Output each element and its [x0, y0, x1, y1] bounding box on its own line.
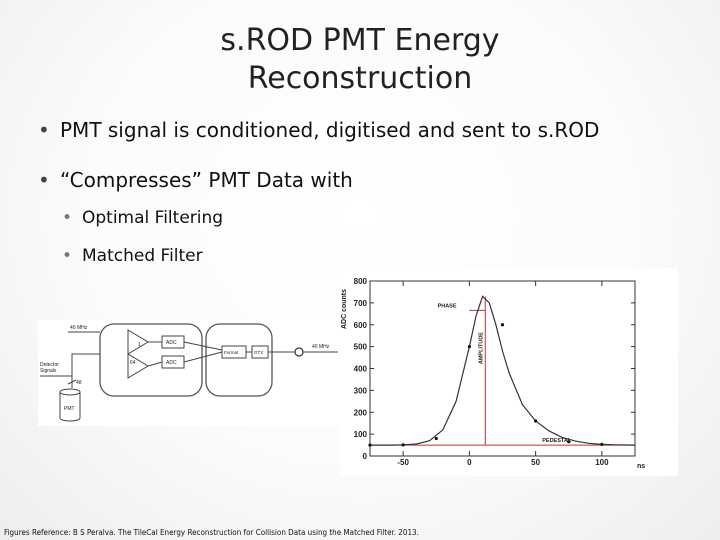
bullet-glyph: • — [62, 246, 73, 266]
y-tick-label: 400 — [354, 365, 368, 374]
sample-point — [368, 443, 372, 447]
y-axis-label: ADC counts — [341, 289, 348, 329]
channels-label: 48 — [76, 380, 82, 386]
sample-point — [567, 440, 571, 444]
block-diagram-svg: 40 MHz 1 64 ADC ADC Format GTX 40 MHz De… — [40, 323, 338, 422]
sample-point — [500, 323, 505, 327]
format-label: Format — [224, 350, 239, 355]
digital-module — [205, 323, 273, 397]
gain-high-label: 1 — [138, 342, 141, 348]
sub-bullet-text: Optimal Filtering — [82, 208, 224, 228]
x-axis-label: ns — [637, 463, 645, 470]
gain-low-label: 64 — [130, 360, 136, 366]
bullet-signal-conditioning: • PMT signal is conditioned, digitised an… — [38, 118, 599, 142]
y-tick-label: 500 — [354, 343, 368, 352]
bullet-glyph: • — [38, 168, 50, 192]
signals-label: Signals — [40, 368, 57, 374]
bullet-compresses: • “Compresses” PMT Data with — [38, 168, 353, 192]
frontend-module — [99, 323, 203, 397]
sample-point — [401, 443, 405, 447]
sub-bullet-matched-filter: • Matched Filter — [62, 246, 203, 266]
y-tick-label: 800 — [354, 277, 368, 286]
sample-point — [434, 436, 438, 441]
title-line-1: s.ROD PMT Energy — [220, 23, 500, 58]
sample-point — [600, 442, 604, 447]
amplifier-high-gain — [127, 329, 149, 355]
detector-label: Detector — [40, 362, 59, 368]
y-tick-label: 600 — [354, 321, 368, 330]
sample-point — [467, 345, 471, 349]
pmt-label: PMT — [64, 406, 75, 412]
output-connector — [294, 347, 304, 357]
amplitude-label: AMPLITUDE — [478, 332, 484, 364]
x-tick-label: 0 — [467, 458, 472, 467]
clock-in-label: 40 MHz — [70, 325, 88, 331]
phase-label: PHASE — [438, 303, 457, 309]
title-line-2: Reconstruction — [247, 61, 473, 96]
adc-top-label: ADC — [166, 340, 177, 346]
x-tick-label: 50 — [531, 458, 540, 467]
amplifier-low-gain — [127, 353, 149, 379]
figure-reference: Figures Reference: B S Peralva. The Tile… — [4, 528, 419, 537]
y-tick-label: 0 — [363, 452, 368, 461]
sub-bullet-optimal-filtering: • Optimal Filtering — [62, 208, 223, 228]
pedestal-label: PEDESTAL — [542, 438, 572, 444]
x-axis: -50 0 50 100 — [397, 281, 609, 467]
sub-bullet-text: Matched Filter — [82, 246, 203, 266]
pulse-curve — [370, 295, 636, 446]
x-tick-label: -50 — [397, 458, 409, 467]
block-diagram-figure: 40 MHz 1 64 ADC ADC Format GTX 40 MHz De… — [38, 320, 340, 426]
bullet-text: PMT signal is conditioned, digitised and… — [60, 118, 600, 142]
adc-bottom-label: ADC — [166, 360, 177, 366]
bullet-text: “Compresses” PMT Data with — [60, 168, 353, 192]
clock-out-label: 40 MHz — [312, 344, 330, 350]
sample-point — [534, 419, 538, 423]
bullet-glyph: • — [38, 118, 50, 142]
plot-frame — [369, 280, 636, 457]
slide-title: s.ROD PMT Energy Reconstruction — [0, 22, 720, 98]
x-tick-label: 100 — [595, 458, 609, 467]
sample-points — [368, 323, 604, 447]
y-axis: 0 100 200 300 400 500 600 700 800 — [354, 277, 635, 461]
y-tick-label: 700 — [354, 299, 368, 308]
detector-input-line — [40, 353, 100, 377]
y-tick-label: 200 — [354, 408, 368, 417]
pulse-chart: 0 100 200 300 400 500 600 700 800 -50 0 50 100 ADC … — [340, 268, 678, 476]
pmt-cylinder — [59, 392, 81, 422]
y-tick-label: 300 — [354, 386, 368, 395]
gtx-label: GTX — [254, 350, 263, 355]
y-tick-label: 100 — [354, 430, 368, 439]
bullet-glyph: • — [62, 208, 73, 228]
pulse-chart-svg: 0 100 200 300 400 500 600 700 800 -50 0 50 100 ADC … — [341, 277, 645, 470]
